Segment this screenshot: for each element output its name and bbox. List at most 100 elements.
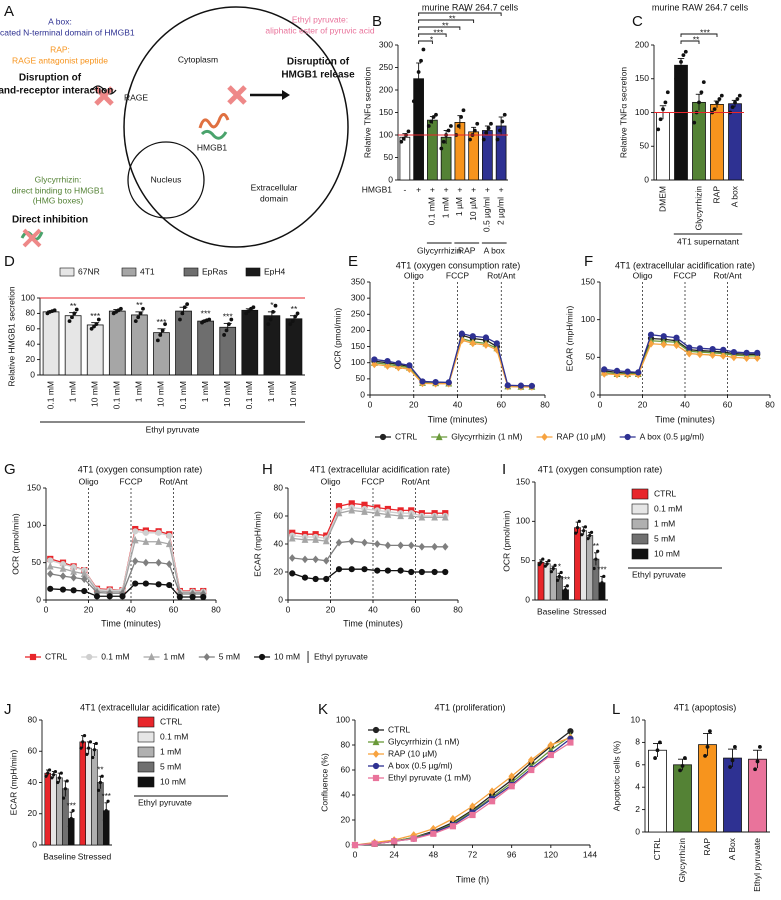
bar: [44, 772, 51, 846]
data-point: [268, 317, 273, 322]
x-tick-label: 1 µM: [454, 197, 464, 216]
legend-label: 10 mM: [274, 651, 300, 661]
data-point: [88, 740, 93, 744]
x-tick-label: Glycyrrhizin: [677, 838, 687, 883]
marker: [397, 511, 405, 520]
legend-label: 5 mM: [654, 533, 675, 543]
data-point: [676, 70, 681, 74]
marker: [323, 575, 330, 583]
x-axis-label: Ethyl pyruvate: [146, 424, 200, 434]
marker: [469, 811, 476, 819]
y-tick-label: 6: [635, 759, 640, 769]
data-point: [295, 311, 300, 316]
data-point: [414, 88, 419, 92]
significance-bracket: [418, 12, 502, 16]
bar: [153, 332, 170, 376]
data-point: [577, 519, 581, 523]
marker: [686, 344, 693, 351]
legend-swatch: [631, 533, 649, 545]
significance-label: ***: [433, 27, 444, 37]
chart-title: 4T1 (extracellular acidification rate): [80, 702, 220, 712]
marker: [419, 378, 426, 385]
y-tick-label: 250: [379, 62, 393, 72]
label: HMGB1 release: [281, 70, 355, 81]
event-label: Oligo: [404, 270, 424, 280]
bar: [580, 530, 587, 601]
marker: [743, 354, 750, 362]
x-tick-label: 40: [453, 399, 463, 409]
bar: [748, 758, 767, 833]
y-tick-label: 50: [384, 152, 394, 162]
data-point: [399, 139, 404, 144]
data-point: [658, 740, 662, 745]
row-label: +: [499, 184, 504, 194]
marker: [384, 567, 391, 574]
panel-label: H: [262, 461, 273, 478]
marker: [469, 339, 477, 348]
x-tick-label: 48: [429, 849, 439, 859]
marker: [46, 562, 54, 570]
legend-marker: [86, 653, 93, 661]
marker: [361, 538, 368, 547]
bar: [549, 568, 557, 601]
marker: [458, 330, 465, 337]
data-point: [484, 130, 489, 135]
bar: [50, 774, 57, 846]
x-tick-label: 1 mM: [67, 381, 77, 402]
chart-title: 4T1 (extracellular acidification rate): [615, 260, 755, 270]
marker: [176, 593, 183, 601]
data-point: [439, 146, 444, 151]
x-tick-label: 80: [453, 604, 463, 614]
marker: [720, 346, 727, 353]
y-tick-label: 80: [274, 482, 284, 492]
y-tick-label: 100: [516, 516, 530, 526]
marker: [441, 513, 449, 521]
marker: [685, 349, 693, 358]
x-tick-label: 40: [680, 399, 690, 409]
legend-marker: [203, 653, 211, 661]
chart-title: 4T1 (apoptosis): [674, 702, 737, 712]
data-point: [246, 309, 251, 313]
marker: [142, 580, 149, 587]
data-point: [703, 753, 707, 758]
event-label: Oligo: [79, 476, 99, 486]
x-tick-label: Stressed: [78, 851, 112, 861]
data-point: [459, 115, 463, 119]
bar: [219, 326, 237, 376]
data-point: [290, 319, 295, 323]
y-tick-label: 250: [351, 309, 365, 319]
data-point: [461, 108, 466, 113]
chart-title: 4T1 (extracellular acidification rate): [310, 464, 450, 474]
y-tick-label: 50: [32, 557, 42, 567]
data-point: [434, 112, 438, 117]
marker: [106, 593, 113, 600]
x-tick-label: 0.5 µg/ml: [482, 197, 492, 232]
data-point: [67, 319, 72, 323]
data-point: [565, 584, 569, 588]
y-tick-label: 4: [635, 781, 640, 791]
data-point: [89, 326, 94, 331]
panel-label: G: [4, 461, 16, 478]
marker: [431, 542, 438, 551]
legend-label: 1 mM: [160, 746, 181, 756]
data-point: [598, 588, 602, 593]
x-tick-label: 120: [544, 849, 558, 859]
legend-swatch: [631, 518, 649, 530]
x-tick-label: 72: [468, 849, 478, 859]
row-label: +: [457, 184, 462, 194]
marker: [322, 556, 330, 565]
x-axis-label: Time (minutes): [428, 414, 488, 424]
legend-marker: [372, 750, 380, 758]
x-tick-label: DMEM: [657, 186, 667, 212]
data-point: [185, 302, 190, 307]
chart-title: murine RAW 264.7 cells: [652, 2, 749, 12]
data-point: [224, 328, 229, 333]
legend-label: RAP (10 µM): [388, 748, 437, 758]
marker: [647, 331, 655, 338]
marker: [142, 558, 150, 567]
significance-label: ***: [156, 317, 167, 327]
data-point: [551, 566, 555, 571]
marker: [373, 540, 381, 548]
significance-label: **: [693, 34, 700, 44]
data-point: [293, 314, 298, 319]
